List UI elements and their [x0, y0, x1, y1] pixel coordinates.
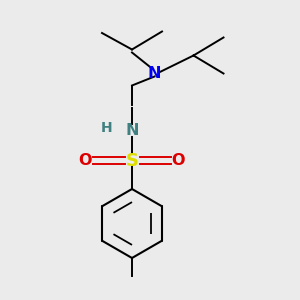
Text: H: H	[101, 121, 112, 135]
Text: N: N	[148, 66, 161, 81]
Text: O: O	[172, 153, 185, 168]
Text: S: S	[125, 152, 139, 169]
Text: O: O	[79, 153, 92, 168]
Text: N: N	[125, 123, 139, 138]
